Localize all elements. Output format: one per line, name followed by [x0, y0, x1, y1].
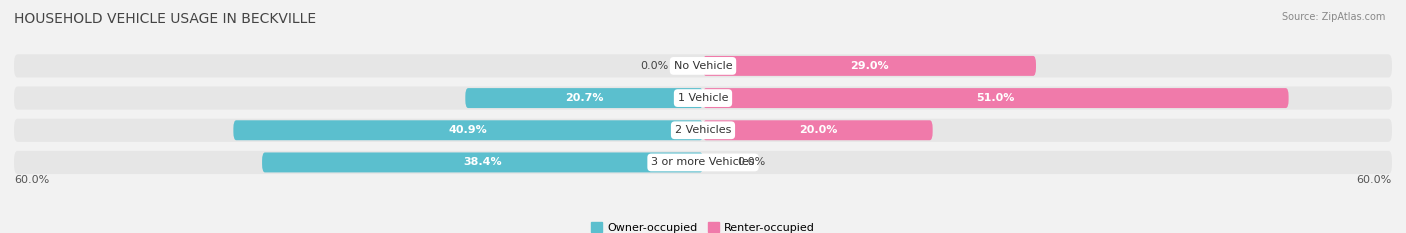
Text: 20.0%: 20.0%: [799, 125, 837, 135]
Text: 3 or more Vehicles: 3 or more Vehicles: [651, 158, 755, 168]
FancyBboxPatch shape: [14, 151, 1392, 174]
FancyBboxPatch shape: [14, 54, 1392, 78]
Text: 20.7%: 20.7%: [565, 93, 603, 103]
FancyBboxPatch shape: [465, 88, 703, 108]
Legend: Owner-occupied, Renter-occupied: Owner-occupied, Renter-occupied: [592, 223, 814, 233]
Text: 38.4%: 38.4%: [463, 158, 502, 168]
Text: 1 Vehicle: 1 Vehicle: [678, 93, 728, 103]
FancyBboxPatch shape: [703, 56, 1036, 76]
Text: 40.9%: 40.9%: [449, 125, 488, 135]
FancyBboxPatch shape: [703, 88, 1289, 108]
FancyBboxPatch shape: [233, 120, 703, 140]
Text: 29.0%: 29.0%: [851, 61, 889, 71]
Text: No Vehicle: No Vehicle: [673, 61, 733, 71]
Text: 60.0%: 60.0%: [14, 175, 49, 185]
Text: Source: ZipAtlas.com: Source: ZipAtlas.com: [1281, 12, 1385, 22]
FancyBboxPatch shape: [14, 86, 1392, 110]
Text: HOUSEHOLD VEHICLE USAGE IN BECKVILLE: HOUSEHOLD VEHICLE USAGE IN BECKVILLE: [14, 12, 316, 26]
FancyBboxPatch shape: [703, 120, 932, 140]
Text: 2 Vehicles: 2 Vehicles: [675, 125, 731, 135]
Text: 51.0%: 51.0%: [977, 93, 1015, 103]
FancyBboxPatch shape: [14, 119, 1392, 142]
Text: 0.0%: 0.0%: [640, 61, 669, 71]
FancyBboxPatch shape: [262, 152, 703, 172]
Text: 60.0%: 60.0%: [1357, 175, 1392, 185]
Text: 0.0%: 0.0%: [738, 158, 766, 168]
